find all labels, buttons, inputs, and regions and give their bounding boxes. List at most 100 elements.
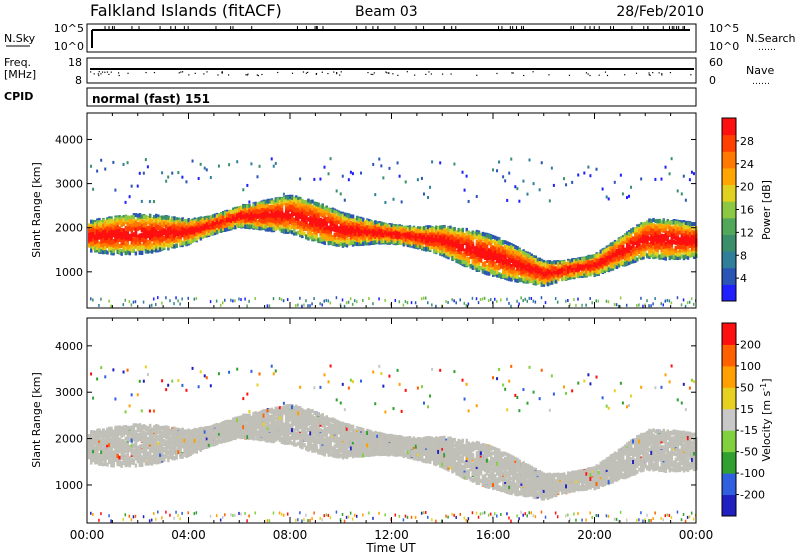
power-cell (155, 303, 157, 306)
nave-mark (90, 71, 91, 72)
nave-mark (195, 73, 196, 74)
nave-mark (277, 72, 278, 73)
nave-mark (648, 72, 649, 73)
nave-mark (98, 75, 99, 76)
beam-label: Beam 03 (355, 4, 418, 20)
power-cell (232, 299, 234, 302)
power-cell (248, 300, 250, 303)
nave-mark (599, 75, 600, 76)
nave-mark (154, 72, 155, 73)
power-cell (123, 163, 125, 166)
nave-mark (333, 71, 334, 72)
nave-mark (307, 72, 308, 73)
power-cell (399, 175, 401, 178)
power-cell (246, 184, 248, 187)
power-cell (216, 300, 218, 303)
nave-mark (374, 72, 375, 73)
power-cell (139, 172, 141, 175)
power-cell (153, 297, 155, 300)
power-cell (187, 297, 189, 300)
power-cell (372, 163, 374, 166)
power-cell (230, 299, 232, 302)
power-cell (90, 165, 92, 168)
nave-mark (118, 72, 119, 73)
power-cell (273, 297, 275, 300)
power-cell (171, 172, 173, 175)
power-cell (131, 185, 133, 188)
nave-mark (511, 72, 512, 73)
power-cell (259, 165, 261, 168)
power-cell (346, 301, 348, 304)
power-cell (179, 303, 181, 306)
power-cell (399, 300, 401, 303)
station-title: Falkland Islands (fitACF) (90, 1, 282, 20)
power-cell (92, 298, 94, 301)
nave-mark (533, 71, 534, 72)
nave-mark (336, 72, 337, 73)
power-cell (123, 303, 125, 306)
power-cell (411, 301, 413, 304)
power-cell (283, 193, 285, 196)
power-cell (397, 161, 399, 164)
power-cell (224, 299, 226, 302)
power-cell (309, 304, 311, 307)
date-label: 28/Feb/2010 (616, 4, 704, 20)
power-cell (267, 304, 269, 307)
nave-mark (407, 71, 408, 72)
nave-mark (245, 74, 246, 75)
nave-tick-low: 0 (709, 74, 716, 87)
power-cell (90, 297, 92, 300)
power-cell (326, 299, 328, 302)
power-cell (287, 298, 289, 301)
nave-mark (327, 73, 328, 74)
power-cell (127, 161, 129, 164)
nave-mark (316, 74, 317, 75)
nave-mark (661, 74, 662, 75)
power-cell (100, 159, 102, 162)
power-cell (240, 298, 242, 301)
nave-mark (425, 74, 426, 75)
nave-mark (588, 73, 589, 74)
power-cell (405, 300, 407, 303)
power-cell (352, 214, 354, 218)
nave-mark (188, 74, 189, 75)
power-cell (165, 180, 167, 183)
nave-mark (222, 73, 223, 74)
power-cell (295, 304, 297, 307)
power-cell (281, 298, 283, 301)
nave-mark (670, 72, 671, 73)
power-cell (313, 297, 315, 300)
power-cell (194, 298, 196, 301)
power-cell (100, 298, 102, 301)
nave-mark (98, 73, 99, 74)
nave-mark (428, 71, 429, 72)
power-cell (336, 296, 338, 299)
nave-mark (339, 74, 340, 75)
power-cell (423, 193, 425, 196)
nsky-strip: N.Sky 10^5 10^0 10^5 10^0 N.Search …… (4, 22, 796, 53)
power-cell (131, 303, 133, 306)
power-cell (242, 188, 244, 191)
power-cell (273, 165, 275, 168)
power-cell (185, 180, 187, 183)
nave-mark (414, 75, 415, 76)
power-cell (145, 158, 147, 161)
power-cell (161, 302, 163, 305)
nave-mark (179, 72, 180, 73)
nave-mark (569, 75, 570, 76)
nave-mark (303, 71, 304, 72)
nave-mark (107, 71, 108, 72)
power-cell (244, 298, 246, 301)
power-cell (92, 188, 94, 191)
power-cell (135, 300, 137, 303)
power-cell (204, 167, 206, 170)
nave-mark (650, 75, 651, 76)
power-cell (421, 177, 423, 180)
nave-mark (145, 72, 146, 73)
nave-mark (431, 73, 432, 74)
power-cell (378, 158, 380, 161)
nave-tick-high: 60 (709, 56, 723, 69)
nave-mark (388, 73, 389, 74)
nave-mark (372, 74, 373, 75)
power-cell (133, 301, 135, 304)
